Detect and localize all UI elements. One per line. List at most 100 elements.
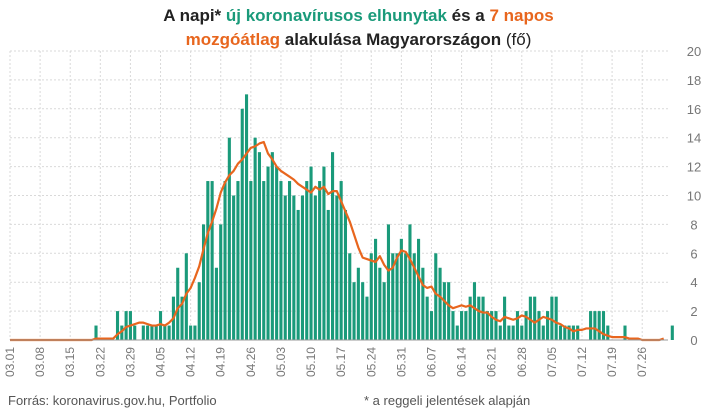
bar: [283, 195, 287, 340]
bar: [141, 325, 145, 340]
bar: [541, 325, 545, 340]
x-tick-label: 06.07: [424, 347, 438, 377]
bar: [417, 238, 421, 340]
title-line-2: mozgóátlag alakulása Magyarországon (fő): [0, 28, 717, 52]
title-segment: (fő): [505, 30, 532, 49]
bar: [421, 267, 425, 340]
x-tick-label: 03.29: [123, 347, 137, 377]
y-tick-label: 6: [690, 246, 697, 261]
bar: [563, 325, 567, 340]
x-tick-label: 07.19: [605, 347, 619, 377]
bar: [623, 325, 627, 340]
bar: [150, 325, 154, 340]
bar: [558, 325, 563, 340]
bar: [408, 224, 412, 340]
y-tick-label: 8: [690, 217, 697, 232]
x-tick-label: 04.05: [154, 347, 168, 377]
y-tick-label: 20: [687, 44, 701, 59]
bar: [326, 209, 330, 340]
y-tick-label: 4: [690, 275, 697, 290]
bar: [335, 195, 339, 340]
bar: [287, 181, 292, 340]
bar: [511, 325, 515, 340]
bar: [670, 325, 674, 340]
bar: [382, 282, 386, 340]
y-tick-label: 12: [687, 160, 701, 175]
bar: [520, 325, 524, 340]
bar: [167, 325, 171, 340]
bar: [270, 152, 274, 340]
x-tick-label: 03.22: [93, 347, 107, 377]
bar: [472, 282, 477, 340]
bar: [455, 325, 459, 340]
bar: [593, 311, 597, 340]
bar: [236, 181, 240, 340]
x-tick-label: 05.10: [304, 347, 318, 377]
bar: [571, 325, 575, 340]
bar: [477, 296, 481, 340]
bar: [189, 325, 193, 340]
bar: [546, 311, 550, 340]
x-tick-label: 07.12: [575, 347, 589, 377]
bar: [193, 325, 197, 340]
bar: [331, 152, 335, 340]
bar: [313, 195, 317, 340]
bar: [279, 181, 283, 340]
x-tick-label: 03.08: [33, 347, 47, 377]
bar: [348, 253, 352, 340]
bar: [386, 224, 391, 340]
bar: [146, 325, 150, 340]
bar: [201, 224, 206, 340]
bar: [309, 166, 313, 340]
bar: [597, 311, 601, 340]
bar: [133, 325, 137, 340]
title-segment: és a: [446, 6, 490, 25]
bar: [442, 282, 446, 340]
source-note: Forrás: koronavirus.gov.hu, Portfolio: [8, 393, 217, 408]
chart-title: A napi* új koronavírusos elhunytak és a …: [0, 4, 717, 52]
bar: [163, 325, 167, 340]
y-tick-label: 2: [690, 304, 697, 319]
y-tick-label: 14: [687, 131, 701, 146]
title-line-1: A napi* új koronavírusos elhunytak és a …: [0, 4, 717, 28]
bar: [468, 296, 472, 340]
bar: [369, 253, 373, 340]
bar: [365, 296, 369, 340]
x-tick-label: 03.01: [3, 347, 17, 377]
x-tick-label: 04.26: [244, 347, 258, 377]
bar: [507, 325, 511, 340]
bar: [318, 181, 322, 340]
bar: [460, 311, 464, 340]
bar: [210, 181, 214, 340]
bar: [227, 137, 231, 340]
bar: [300, 195, 304, 340]
bar: [292, 195, 296, 340]
bar: [176, 267, 180, 340]
bar: [158, 311, 163, 340]
bar: [485, 311, 489, 340]
y-tick-label: 16: [687, 102, 701, 117]
bar: [232, 195, 236, 340]
bar: [124, 311, 128, 340]
bar: [361, 282, 365, 340]
x-tick-label: 04.12: [184, 347, 198, 377]
bar: [253, 137, 257, 340]
bar: [515, 311, 520, 340]
x-tick-label: 05.24: [364, 347, 378, 377]
bar: [438, 267, 442, 340]
bar: [494, 311, 498, 340]
title-segment: 7 napos: [489, 6, 554, 25]
bar: [352, 282, 356, 340]
x-tick-label: 03.15: [63, 347, 77, 377]
bar: [601, 311, 606, 340]
bar: [120, 325, 124, 340]
bar: [275, 166, 279, 340]
title-segment: új koronavírusos elhunytak: [225, 6, 447, 25]
y-tick-label: 10: [687, 189, 701, 204]
bar: [464, 311, 468, 340]
x-tick-label: 05.03: [274, 347, 288, 377]
bar: [537, 311, 541, 340]
bar: [266, 166, 270, 340]
bar: [550, 296, 554, 340]
